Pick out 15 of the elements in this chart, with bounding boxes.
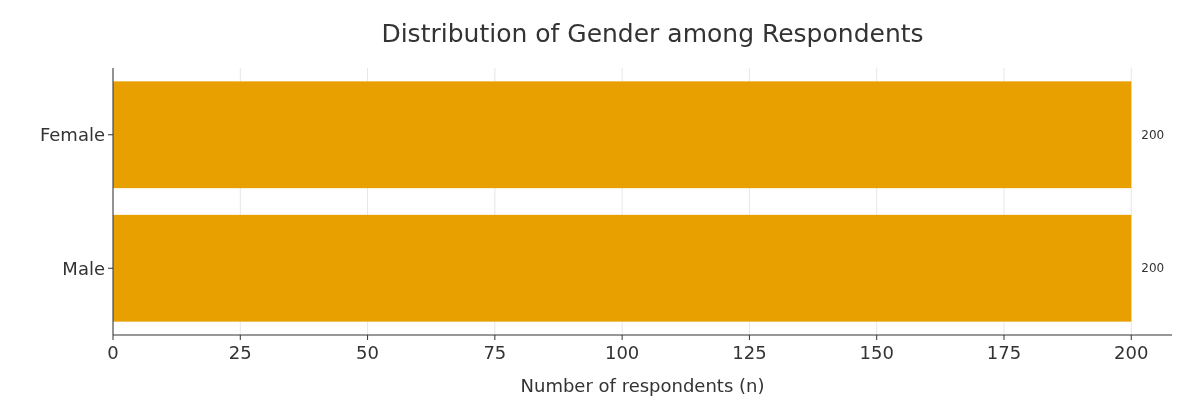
x-tick-label: 25 (228, 342, 252, 363)
data-label: 200 (1141, 127, 1165, 142)
data-label: 200 (1141, 261, 1165, 276)
y-tick-label: Female (39, 124, 105, 146)
x-tick-label: 100 (604, 342, 640, 363)
y-tick-label: Male (62, 257, 105, 279)
x-tick-label: 75 (483, 342, 507, 363)
x-tick-label: 200 (1114, 342, 1149, 363)
x-axis-title: Number of respondents (n) (520, 375, 765, 396)
x-tick-label: 150 (859, 342, 894, 363)
x-tick-label: 125 (732, 342, 767, 363)
chart-title: Distribution of Gender among Respondents (381, 19, 924, 48)
x-tick-label: 175 (986, 342, 1022, 363)
x-tick-label: 0 (107, 342, 119, 363)
x-tick-label: 50 (356, 342, 380, 363)
